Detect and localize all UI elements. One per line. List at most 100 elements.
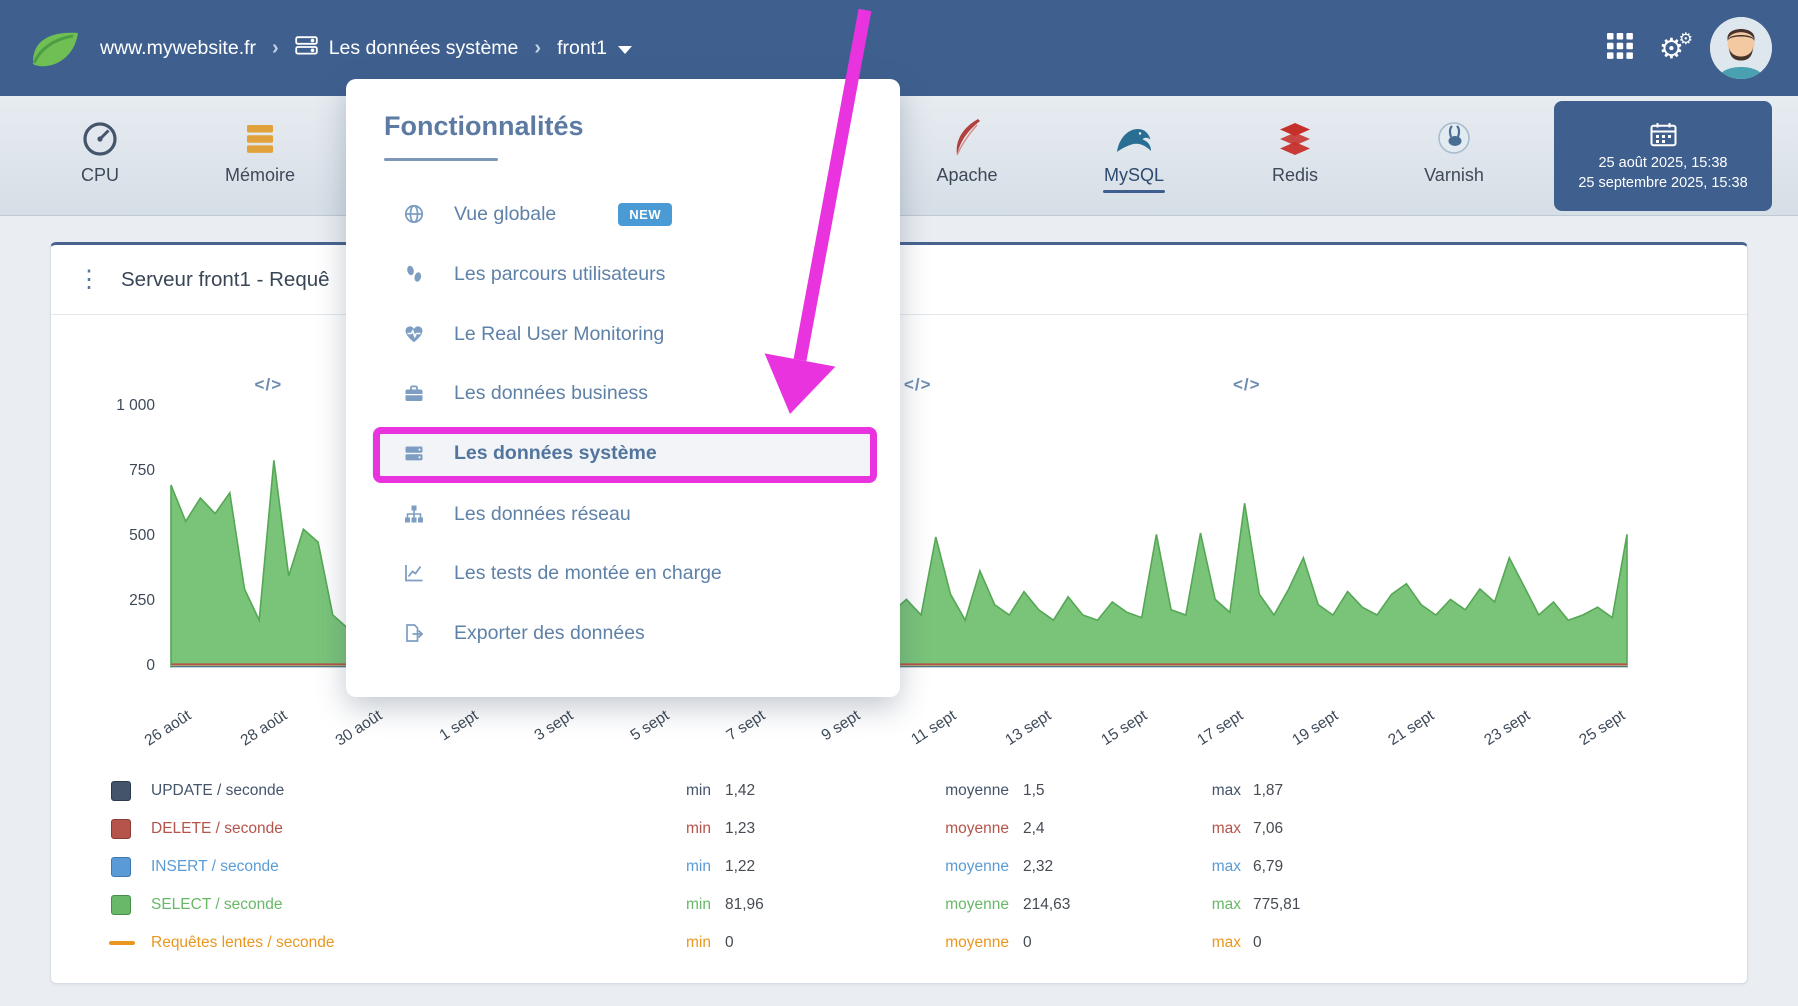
stat-label-avg: moyenne [945, 820, 1009, 837]
heartbeat-icon [402, 323, 426, 345]
tab-label: Varnish [1424, 165, 1484, 185]
menu-item-exporter-donnees[interactable]: Exporter des données [372, 607, 874, 659]
stat-value-min: 1,23 [725, 820, 756, 837]
legend-series-name: Requêtes lentes / seconde [151, 934, 335, 951]
legend-swatch [111, 781, 131, 801]
tab-apache[interactable]: Apache [901, 96, 1033, 215]
stat-label-max: max [1211, 820, 1241, 837]
legend-row-update[interactable]: UPDATE / seconde min 1,42 moyenne 1,5 ma… [51, 772, 1747, 810]
stat-value-min: 1,42 [725, 782, 756, 799]
menu-item-label: Vue globale [454, 202, 557, 225]
deployment-marker[interactable]: </> [903, 375, 932, 394]
file-export-icon [402, 622, 426, 644]
top-header: www.mywebsite.fr › Les données système ›… [0, 0, 1798, 96]
tab-mysql[interactable]: MySQL [1068, 96, 1200, 215]
menu-item-tests-montee-en-charge[interactable]: Les tests de montée en charge [372, 547, 874, 599]
globe-icon [402, 203, 426, 225]
tab-cpu[interactable]: CPU [34, 96, 166, 215]
user-avatar[interactable] [1710, 17, 1772, 79]
stat-label-min: min [686, 858, 711, 875]
card-title: Serveur front1 - Requê [121, 267, 330, 291]
legend-row-slow-queries[interactable]: Requêtes lentes / seconde min 0 moyenne … [51, 924, 1747, 962]
server-selector[interactable]: front1 [557, 37, 632, 60]
header-actions: ⚙ ⚙ [1606, 0, 1772, 96]
menu-item-donnees-business[interactable]: Les données business [372, 367, 874, 419]
tab-label: MySQL [1103, 165, 1164, 185]
tab-label: Mémoire [224, 165, 295, 185]
chart-line-icon [402, 562, 426, 584]
tab-varnish[interactable]: Varnish [1388, 96, 1520, 215]
tab-redis[interactable]: Redis [1229, 96, 1361, 215]
stat-value-avg: 214,63 [1023, 896, 1071, 913]
dropdown-title: Fonctionnalités [384, 111, 584, 141]
legend-line-swatch [109, 941, 135, 945]
x-axis-label: 21 sept [1385, 707, 1438, 749]
tab-underline [1103, 190, 1165, 193]
legend-row-select[interactable]: SELECT / seconde min 81,96 moyenne 214,6… [51, 886, 1747, 924]
stat-value-max: 7,06 [1253, 820, 1284, 837]
calendar-icon [1650, 122, 1676, 146]
stat-value-avg: 2,32 [1023, 858, 1054, 875]
footprints-icon [402, 263, 426, 285]
legend-row-insert[interactable]: INSERT / seconde min 1,22 moyenne 2,32 m… [51, 848, 1747, 886]
server-stack-icon [295, 35, 318, 61]
app-logo-leaf-icon[interactable] [28, 24, 84, 72]
stat-label-max: max [1211, 896, 1241, 913]
x-axis-label: 19 sept [1289, 707, 1342, 749]
legend-swatch [111, 819, 131, 839]
y-axis-label: 0 [146, 657, 155, 674]
deployment-marker[interactable]: </> [1232, 375, 1261, 394]
menu-item-vue-globale[interactable]: Vue globale NEW [372, 188, 874, 240]
stat-label-min: min [686, 896, 711, 913]
stat-label-max: max [1211, 782, 1241, 799]
menu-item-label: Les données système [454, 441, 657, 464]
x-axis-label: 26 août [141, 707, 195, 750]
legend-series-name: INSERT / seconde [151, 858, 279, 875]
briefcase-icon [402, 382, 426, 404]
stat-value-avg: 0 [1023, 934, 1032, 951]
breadcrumb-site[interactable]: www.mywebsite.fr [100, 36, 257, 59]
legend-swatch [111, 895, 131, 915]
x-axis-label: 17 sept [1194, 707, 1246, 749]
x-axis-label: 30 août [332, 707, 386, 750]
menu-item-donnees-reseau[interactable]: Les données réseau [372, 488, 874, 540]
legend-series-name: DELETE / seconde [151, 820, 283, 837]
stat-value-avg: 2,4 [1023, 820, 1045, 837]
apps-grid-icon[interactable] [1606, 32, 1633, 64]
x-axis-label: 5 sept [627, 707, 673, 745]
menu-item-real-user-monitoring[interactable]: Le Real User Monitoring [372, 308, 874, 360]
kebab-menu-icon[interactable]: ⋮ [77, 265, 101, 293]
y-axis-label: 750 [129, 462, 155, 479]
deployment-marker[interactable]: </> [254, 375, 283, 394]
breadcrumb-section-label: Les données système [328, 36, 519, 59]
x-axis-label: 11 sept [908, 707, 960, 749]
mysql-dolphin-icon [1113, 115, 1155, 157]
stat-label-min: min [686, 934, 711, 951]
varnish-logo-icon [1435, 115, 1473, 157]
tab-memoire[interactable]: Mémoire [194, 96, 326, 215]
caret-down-icon [617, 46, 632, 54]
server-name: front1 [557, 36, 607, 59]
y-axis-label: 250 [129, 592, 155, 609]
legend-row-delete[interactable]: DELETE / seconde min 1,23 moyenne 2,4 ma… [51, 810, 1747, 848]
date-range-picker[interactable]: 25 août 2025, 15:38 25 septembre 2025, 1… [1554, 101, 1772, 211]
server-icon [402, 442, 426, 464]
stat-label-avg: moyenne [945, 934, 1009, 951]
stat-value-max: 1,87 [1253, 782, 1284, 799]
legend-swatch [111, 857, 131, 877]
y-axis-label: 1 000 [116, 397, 155, 414]
menu-item-label: Les tests de montée en charge [454, 561, 722, 584]
stat-label-avg: moyenne [945, 858, 1009, 875]
menu-item-donnees-systeme[interactable]: Les données système [372, 427, 874, 479]
breadcrumb-section[interactable]: Les données système [295, 35, 519, 61]
settings-gears-icon[interactable]: ⚙ ⚙ [1658, 30, 1693, 64]
date-range-start: 25 août 2025, 15:38 [1598, 154, 1728, 171]
stat-label-avg: moyenne [945, 896, 1009, 913]
x-axis-label: 3 sept [532, 707, 577, 745]
stat-label-max: max [1211, 934, 1241, 951]
stat-value-min: 0 [725, 934, 734, 951]
x-axis-label: 25 sept [1576, 707, 1629, 749]
redis-cube-icon [1276, 115, 1314, 157]
menu-item-parcours-utilisateurs[interactable]: Les parcours utilisateurs [372, 248, 874, 300]
menu-item-label: Les données réseau [454, 502, 631, 525]
